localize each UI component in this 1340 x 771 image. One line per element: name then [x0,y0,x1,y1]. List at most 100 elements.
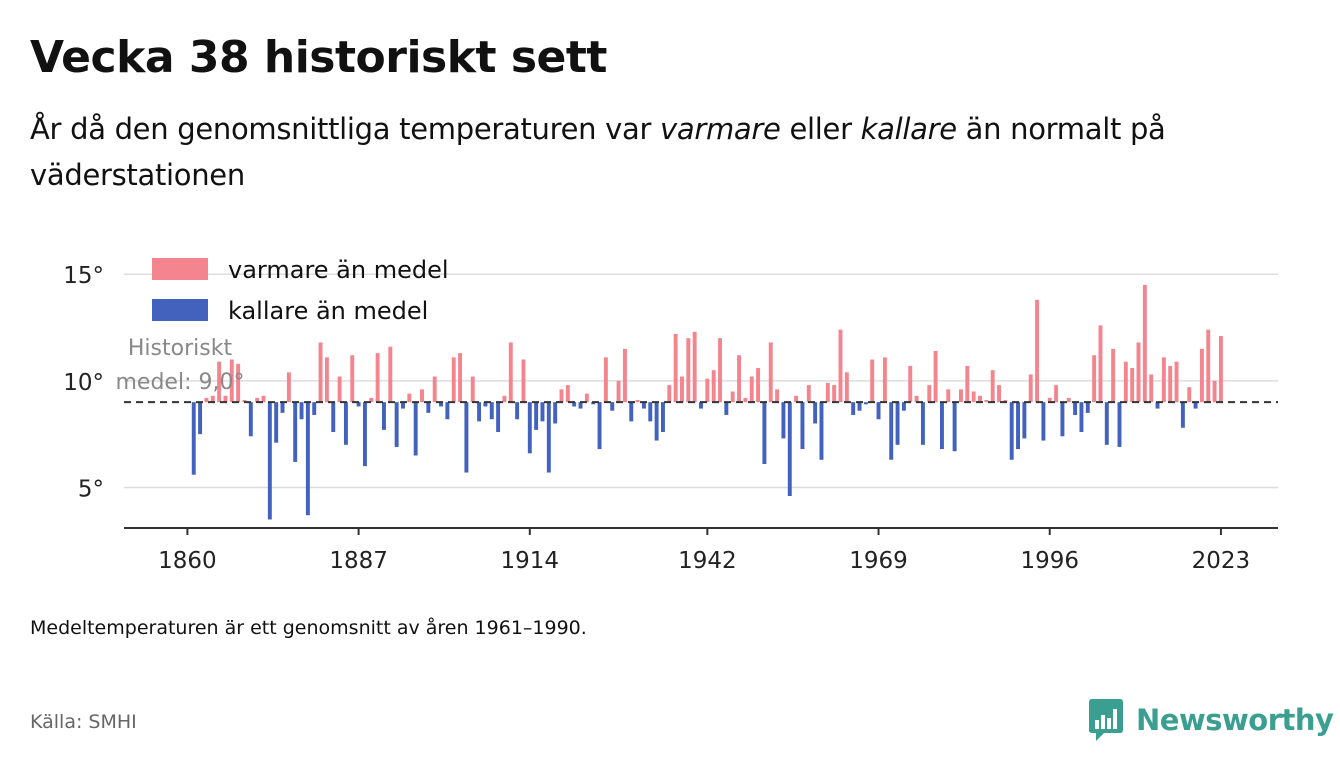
bar-cold [787,402,792,497]
bar-warm [990,370,995,403]
bar-warm [565,385,570,403]
subtitle-cold-word: kallare [860,112,957,146]
bar-warm [635,400,640,403]
legend-label-cold: kallare än medel [228,297,428,325]
subtitle-text-2: eller [780,112,861,146]
bar-warm [1212,380,1217,403]
bar-cold [401,402,405,409]
bar-cold [863,402,868,405]
bar-cold [857,402,862,411]
bar-warm [838,329,843,403]
bar-cold [889,402,894,460]
bar-warm [1123,361,1128,403]
bar-warm [908,365,913,403]
x-tick-label: 1914 [501,548,560,574]
bar-warm [1187,387,1192,403]
bar-cold [724,402,729,415]
bar-warm [1130,368,1135,403]
bar-warm [680,376,684,403]
bar-warm [756,368,761,403]
x-tick-label: 1996 [1020,548,1079,574]
bar-warm [749,376,754,403]
bar-warm [743,397,748,403]
bar-cold [851,402,856,415]
brand-logo: Newsworthy [1088,697,1334,743]
bar-warm [1111,348,1116,403]
bar-cold [267,402,272,520]
bar-cold [813,402,818,424]
bar-cold [1104,402,1109,445]
bar-cold [762,402,767,465]
bar-warm [242,400,247,403]
bar-warm [946,389,951,403]
bar-cold [641,402,646,409]
bar-warm [730,391,735,403]
bar-warm [286,372,291,403]
chart-title: Vecka 38 historiskt sett [30,32,607,83]
bar-cold [610,402,615,411]
brand-name: Newsworthy [1136,703,1334,737]
bar-warm [1161,357,1166,403]
bar-cold [546,402,551,473]
bar-warm [337,376,342,403]
bar-cold [1022,402,1027,439]
bar-warm [997,385,1001,403]
bar-cold [654,402,659,441]
bar-cold [819,402,824,460]
bar-warm [768,342,773,403]
x-tick-label: 1887 [329,548,388,574]
bar-warm [1092,355,1097,403]
baseline-label-line1: Historiskt [128,336,233,361]
subtitle-warm-word: varmare [660,112,781,146]
bar-warm [971,391,976,403]
bar-warm [1218,336,1223,403]
bar-warm [1149,374,1154,403]
bar-warm [255,397,260,403]
bar-cold [1016,402,1020,450]
bar-cold [439,402,443,407]
bar-warm [261,395,266,403]
bar-warm [584,393,589,403]
y-tick-label: 10° [63,370,104,396]
bar-warm [794,395,799,403]
bar-cold [426,402,431,413]
bar-cold [515,402,520,420]
footnote: Medeltemperaturen är ett genomsnitt av å… [30,617,587,639]
bar-warm [1168,365,1173,403]
subtitle-text-3: än normalt på väderstationen [30,112,1166,192]
bar-warm [882,357,887,403]
source-label: Källa: SMHI [30,711,137,733]
bar-cold [413,402,418,456]
bar-cold [572,402,577,407]
bar-warm [806,385,811,403]
bar-cold [591,402,596,405]
bar-cold [534,402,539,430]
bar-cold [1180,402,1185,428]
baseline-label-line2: medel: 9,0° [116,370,245,395]
bar-cold [191,402,196,475]
bar-cold [312,402,317,415]
bar-warm [965,365,970,403]
bar-warm [1028,374,1033,403]
bar-warm [959,389,963,403]
temperature-bar-chart: 5° 10° 15° Historiskt medel: 9,0° 1860 1887 191… [63,256,1278,574]
bar-warm [369,397,374,403]
bar-cold [198,402,203,435]
bar-cold [699,402,703,409]
bar-warm [217,361,222,403]
bar-cold [305,402,310,516]
bar-cold [1193,402,1198,409]
bar-warm [229,359,234,403]
bar-warm [978,395,982,403]
legend-swatch-warm [152,258,208,280]
bar-warm [318,342,323,403]
bar-warm [673,333,678,403]
bar-warm [324,357,329,403]
bar-warm [832,385,837,403]
newsworthy-logo-icon [1089,699,1123,741]
bar-cold [578,402,583,409]
y-tick-label: 5° [78,476,104,502]
bar-warm [914,395,919,403]
bar-cold [901,402,906,411]
bar-warm [705,378,710,403]
